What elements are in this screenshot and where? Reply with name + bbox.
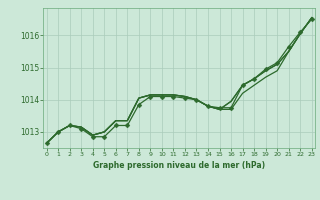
X-axis label: Graphe pression niveau de la mer (hPa): Graphe pression niveau de la mer (hPa): [93, 161, 265, 170]
